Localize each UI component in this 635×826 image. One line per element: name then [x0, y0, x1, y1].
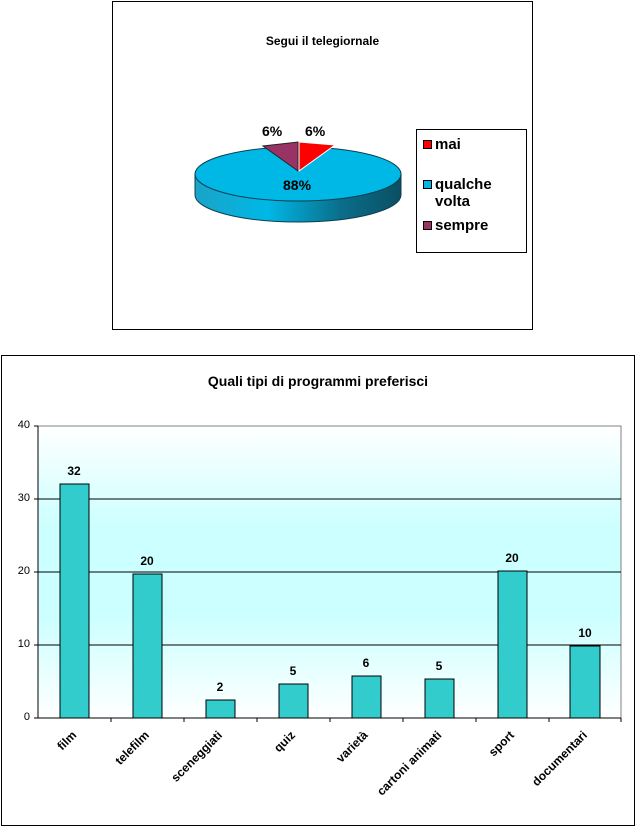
- bar-chart-graphic: [34, 425, 622, 722]
- bar-quiz: [278, 683, 309, 719]
- pie-chart-graphic: [194, 141, 402, 223]
- value-label-film: 32: [67, 464, 81, 478]
- pie-legend: mai qualche volta sempre: [416, 129, 527, 253]
- legend-item-qualche-volta: qualche volta: [423, 176, 515, 210]
- legend-swatch-sempre: [423, 221, 432, 230]
- legend-item-sempre: sempre: [423, 217, 489, 234]
- bar-documentari: [569, 645, 601, 719]
- bar-telefilm: [132, 573, 163, 719]
- pie-slice-mai: [298, 141, 337, 172]
- bar-film: [59, 483, 90, 719]
- y-tick-20: 20: [17, 565, 30, 577]
- pie-label-mai: 6%: [305, 123, 326, 139]
- legend-label-qualche-volta: qualche volta: [435, 176, 492, 210]
- legend-item-mai: mai: [423, 136, 461, 153]
- legend-label-mai: mai: [435, 136, 461, 153]
- value-label-sceneggiati: 2: [216, 680, 224, 694]
- pie-label-sempre: 6%: [262, 123, 283, 139]
- legend-label-sempre: sempre: [435, 217, 489, 234]
- bar-chart-panel: Quali tipi di programmi preferisci: [1, 355, 635, 826]
- y-tick-10: 10: [17, 638, 30, 650]
- y-tick-0: 0: [23, 711, 30, 723]
- pie-label-qualche-volta: 88%: [283, 177, 312, 193]
- pie-chart-title: Segui il telegiornale: [265, 34, 380, 48]
- bar-varieta: [351, 675, 382, 719]
- y-tick-30: 30: [17, 492, 30, 504]
- value-label-varieta: 6: [362, 656, 370, 670]
- bar-chart-title: Quali tipi di programmi preferisci: [207, 373, 429, 389]
- value-label-quiz: 5: [289, 664, 297, 678]
- legend-swatch-qualche-volta: [423, 180, 432, 189]
- value-label-telefilm: 20: [140, 554, 154, 568]
- bar-sport: [497, 570, 528, 719]
- bar-cartoni-animati: [424, 678, 455, 719]
- bar-sceneggiati: [205, 699, 236, 719]
- value-label-sport: 20: [505, 551, 519, 565]
- pie-chart-panel: Segui il telegiornale 6% 6% 88% mai qual…: [112, 1, 533, 330]
- pie-slice-sempre: [261, 141, 299, 172]
- value-label-documentari: 10: [578, 626, 592, 640]
- value-label-cartoni-animati: 5: [435, 659, 443, 673]
- legend-swatch-mai: [423, 140, 432, 149]
- y-tick-40: 40: [17, 419, 30, 431]
